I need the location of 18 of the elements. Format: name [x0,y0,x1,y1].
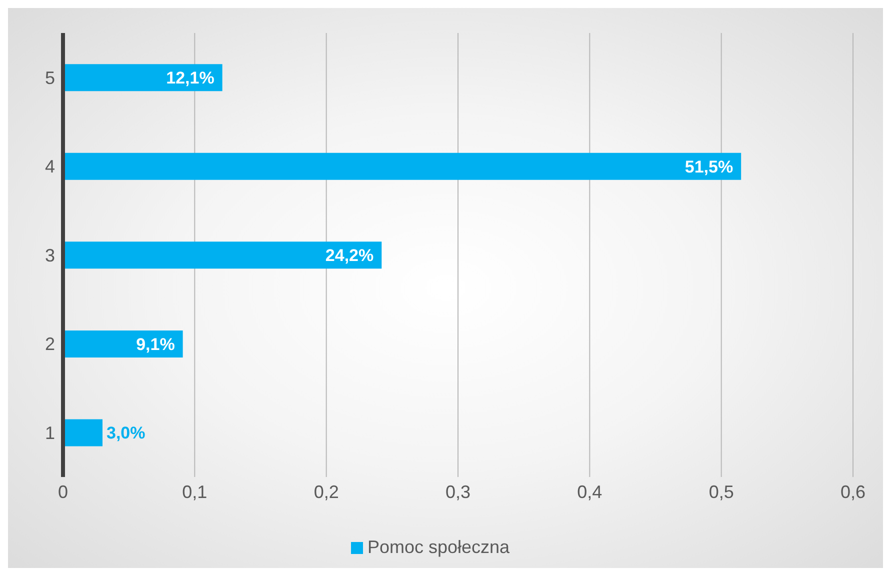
x-tick-label: 0,2 [314,482,339,502]
x-tick-label: 0,6 [840,482,866,502]
legend-label: Pomoc społeczna [367,537,510,557]
y-tick-label: 5 [44,68,55,88]
x-tick-label: 0,3 [445,482,471,502]
y-tick-label: 2 [44,334,55,354]
data-label: 9,1% [136,334,175,354]
x-tick-label: 0,5 [708,482,734,502]
y-tick-label: 3 [44,245,55,266]
data-label: 51,5% [684,157,734,176]
x-tick-label: 0,4 [577,482,602,502]
y-tick-label: 1 [44,422,55,443]
data-label: 12,1% [166,68,214,88]
data-label: 3,0% [106,424,146,443]
y-tick-label: 4 [44,156,55,177]
x-tick-label: 0,1 [182,482,208,502]
data-label: 24,2% [325,246,374,266]
x-tick-label: 0 [58,482,68,502]
